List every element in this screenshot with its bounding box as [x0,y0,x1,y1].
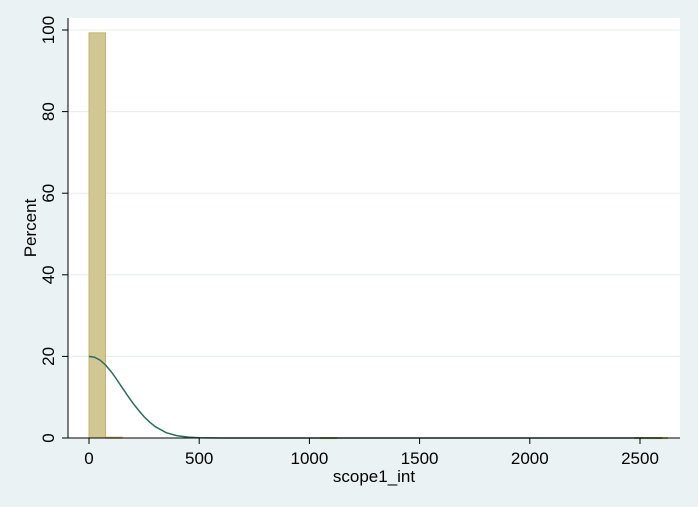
x-tick-label: 1000 [290,449,328,468]
plot-area [68,18,680,438]
x-tick-label: 2500 [621,449,659,468]
y-tick-label: 0 [39,433,58,442]
x-axis-title: scope1_int [333,467,416,486]
y-tick-label: 100 [39,16,58,44]
y-ticks: 0 20 40 60 80 100 [39,16,68,443]
grid-lines [68,29,680,357]
y-axis-title: Percent [21,198,40,257]
y-tick-label: 80 [39,102,58,121]
y-tick-label: 20 [39,347,58,366]
x-tick-label: 2000 [511,449,549,468]
x-tick-label: 1500 [401,449,439,468]
x-tick-label: 0 [84,449,93,468]
x-tick-label: 500 [185,449,213,468]
y-tick-label: 40 [39,265,58,284]
x-ticks: 0 500 1000 1500 2000 2500 [84,438,659,468]
axes [67,18,680,439]
histogram-bar [88,32,107,439]
y-tick-label: 60 [39,184,58,203]
